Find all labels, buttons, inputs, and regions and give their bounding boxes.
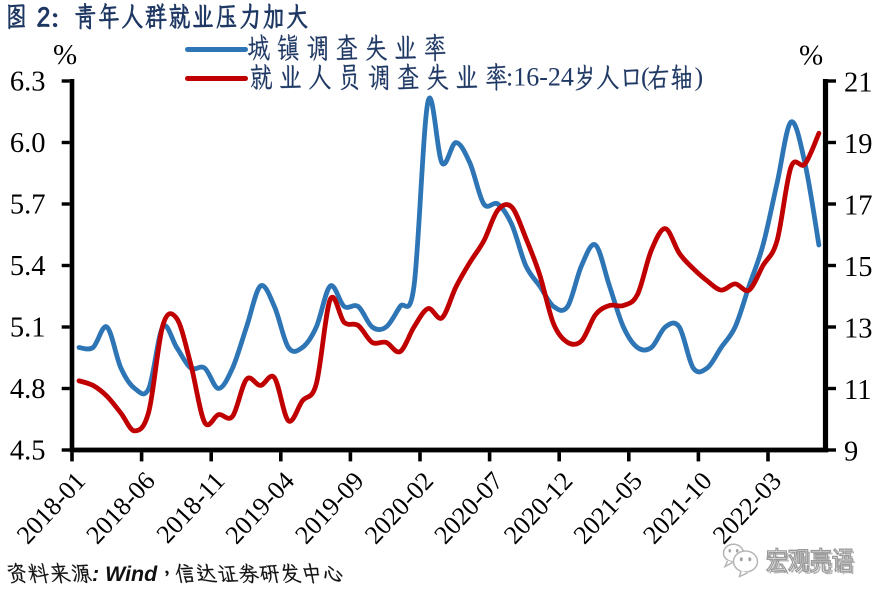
svg-text:17: 17 bbox=[844, 190, 873, 221]
svg-text:5.7: 5.7 bbox=[10, 189, 46, 220]
svg-text:6.0: 6.0 bbox=[10, 128, 46, 159]
svg-text:(: ( bbox=[641, 63, 650, 92]
svg-text:21: 21 bbox=[844, 67, 873, 98]
svg-text:: Wind: : Wind bbox=[92, 562, 158, 586]
svg-text:): ) bbox=[695, 63, 704, 92]
svg-text:6.3: 6.3 bbox=[10, 66, 46, 97]
svg-text:5.4: 5.4 bbox=[10, 251, 46, 282]
svg-text:%: % bbox=[799, 40, 823, 72]
svg-text:4.5: 4.5 bbox=[10, 435, 46, 466]
svg-text:5.1: 5.1 bbox=[10, 312, 46, 343]
svg-text:15: 15 bbox=[844, 252, 873, 283]
svg-text::16-24: :16-24 bbox=[506, 63, 574, 92]
svg-text:11: 11 bbox=[844, 375, 871, 406]
svg-text:13: 13 bbox=[844, 313, 873, 344]
svg-text:19: 19 bbox=[844, 129, 873, 160]
svg-text:4.8: 4.8 bbox=[10, 374, 46, 405]
svg-text:%: % bbox=[53, 39, 77, 71]
svg-text:9: 9 bbox=[844, 436, 858, 467]
